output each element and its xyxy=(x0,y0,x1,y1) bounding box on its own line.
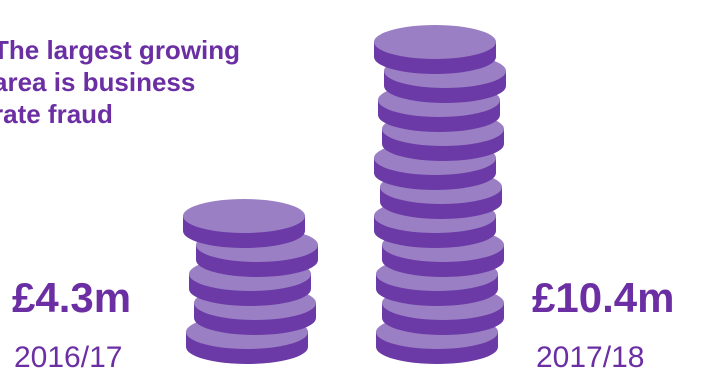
coin-stack-2016-17 xyxy=(183,199,318,364)
headline-line-2: area is business xyxy=(0,67,196,97)
headline: The largest growing area is business rat… xyxy=(0,34,333,130)
period-label-2016-17: 2016/17 xyxy=(14,341,123,374)
value-label-2017-18: £10.4m xyxy=(532,274,675,321)
value-label-2016-17: £4.3m xyxy=(12,274,132,321)
headline-line-3: rate fraud xyxy=(0,99,113,129)
period-label-2017-18: 2017/18 xyxy=(536,341,645,374)
coin-2016-17-5 xyxy=(183,199,305,248)
coin-2017-18-11 xyxy=(374,25,496,74)
headline-line-1: The largest growing xyxy=(0,35,241,65)
coin-stack-2017-18 xyxy=(374,25,506,364)
